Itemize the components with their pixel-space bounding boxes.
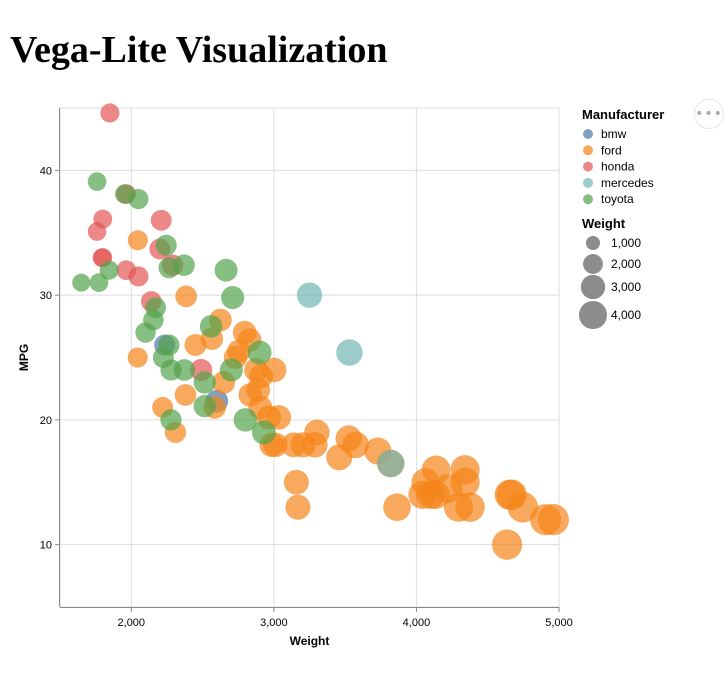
y-tick-label: 30 bbox=[40, 290, 52, 302]
y-tick-label: 40 bbox=[40, 165, 52, 177]
data-point-toyota bbox=[199, 315, 223, 338]
data-point-toyota bbox=[99, 260, 119, 280]
data-point-ford bbox=[232, 320, 257, 345]
data-point-toyota bbox=[219, 358, 243, 382]
data-point-mercedes bbox=[296, 282, 323, 308]
data-point-toyota bbox=[193, 395, 216, 418]
data-point-toyota bbox=[221, 286, 245, 310]
data-point-toyota bbox=[158, 334, 180, 356]
size-legend-label: 1,000 bbox=[611, 236, 641, 250]
data-point-honda bbox=[100, 103, 120, 123]
color-legend-swatch bbox=[583, 161, 593, 172]
x-tick-label: 5,000 bbox=[545, 617, 573, 629]
data-point-ford bbox=[421, 455, 451, 485]
data-point-toyota bbox=[89, 273, 109, 293]
y-axis-title: MPG bbox=[17, 344, 31, 371]
data-point-ford bbox=[174, 384, 197, 406]
x-tick-label: 4,000 bbox=[403, 617, 431, 629]
data-point-ford bbox=[326, 444, 353, 471]
x-axis-title: Weight bbox=[290, 634, 330, 648]
data-point-ford bbox=[537, 504, 569, 536]
data-point-toyota bbox=[173, 254, 195, 277]
size-legend-swatch bbox=[583, 254, 603, 274]
data-point-ford bbox=[184, 334, 207, 357]
legend: Manufacturer bmw ford honda mercedes toyota We… bbox=[578, 107, 664, 330]
data-point-toyota bbox=[87, 172, 107, 191]
data-point-ford bbox=[304, 419, 330, 446]
page-title: Vega-Lite Visualization bbox=[10, 29, 388, 71]
data-point-honda bbox=[116, 260, 137, 281]
size-legend-label: 4,000 bbox=[611, 308, 641, 322]
size-legend-swatch bbox=[578, 300, 608, 330]
data-point-toyota bbox=[173, 359, 196, 381]
x-tick-label: 2,000 bbox=[118, 617, 146, 629]
data-point-honda bbox=[150, 209, 172, 231]
size-legend-label: 3,000 bbox=[611, 280, 641, 294]
data-point-honda bbox=[87, 222, 107, 241]
data-points bbox=[72, 103, 569, 560]
data-point-toyota bbox=[72, 273, 91, 292]
color-legend-label: mercedes bbox=[601, 176, 654, 190]
actions-menu-button[interactable]: ••• bbox=[694, 99, 724, 129]
color-legend-swatch bbox=[583, 177, 593, 188]
data-point-ford bbox=[127, 347, 148, 368]
data-point-toyota bbox=[251, 420, 276, 445]
data-point-toyota bbox=[135, 322, 156, 343]
data-point-ford bbox=[455, 492, 485, 522]
axes: 2,000 3,000 4,000 5,000 10 20 30 40 Weight MPG bbox=[17, 108, 573, 648]
data-point-ford bbox=[491, 529, 523, 560]
data-point-mercedes bbox=[377, 449, 405, 478]
color-legend-label: honda bbox=[601, 160, 635, 174]
data-point-ford bbox=[283, 469, 309, 495]
data-point-ford bbox=[249, 364, 274, 389]
color-legend-label: toyota bbox=[601, 192, 634, 206]
data-point-ford bbox=[127, 230, 148, 251]
data-point-ford bbox=[507, 491, 539, 523]
y-tick-label: 20 bbox=[40, 415, 52, 427]
color-legend-swatch bbox=[583, 194, 593, 205]
color-legend-label: ford bbox=[601, 143, 622, 157]
ellipsis-icon: ••• bbox=[695, 106, 723, 122]
size-legend-label: 2,000 bbox=[611, 257, 641, 271]
data-point-ford bbox=[266, 405, 292, 430]
color-legend-title: Manufacturer bbox=[582, 107, 664, 122]
data-point-toyota bbox=[160, 409, 182, 431]
data-point-toyota bbox=[233, 408, 258, 432]
x-tick-label: 3,000 bbox=[260, 617, 288, 629]
data-point-toyota bbox=[193, 371, 216, 394]
data-point-toyota bbox=[155, 234, 177, 256]
size-legend-title: Weight bbox=[582, 216, 626, 231]
y-tick-label: 10 bbox=[40, 540, 52, 552]
color-legend-label: bmw bbox=[601, 127, 627, 141]
data-point-ford bbox=[175, 285, 198, 308]
data-point-ford bbox=[285, 494, 311, 520]
data-point-toyota bbox=[128, 189, 149, 210]
color-legend-swatch bbox=[583, 145, 593, 156]
data-point-mercedes bbox=[336, 339, 363, 366]
data-point-toyota bbox=[145, 297, 167, 318]
data-point-ford bbox=[450, 455, 480, 485]
color-legend-swatch bbox=[583, 129, 593, 139]
size-legend-swatch bbox=[585, 235, 601, 251]
data-point-toyota bbox=[247, 340, 272, 365]
data-point-ford bbox=[383, 493, 411, 522]
size-legend-swatch bbox=[580, 274, 606, 300]
data-point-toyota bbox=[214, 258, 238, 282]
